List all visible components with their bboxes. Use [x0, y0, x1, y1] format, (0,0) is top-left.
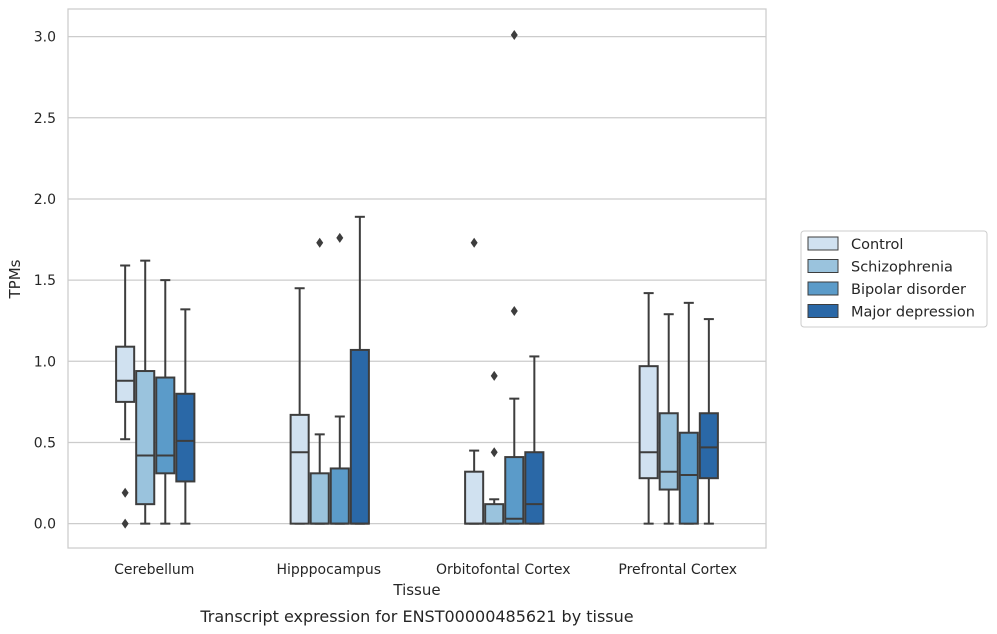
box-body: [464, 470, 485, 525]
box-body: [155, 376, 176, 475]
box-major-depression: [349, 215, 370, 525]
box-major-depression: [524, 355, 545, 525]
box-bipolar-disorder: [329, 232, 350, 525]
outlier-point: [121, 487, 129, 498]
box-schizophrenia: [135, 259, 156, 525]
box-body: [349, 348, 370, 525]
box-bipolar-disorder: [155, 279, 176, 525]
box-body: [484, 503, 505, 525]
box-schizophrenia: [309, 237, 330, 525]
x-tick-label: Cerebellum: [114, 562, 194, 578]
y-axis-ticks: 0.0 0.5 1.0 1.5 2.0 2.5 3.0: [34, 30, 56, 533]
box-series: [115, 29, 719, 529]
y-tick-label: 1.5: [34, 273, 56, 289]
y-tick-label: 1.0: [34, 354, 56, 370]
box-control: [464, 237, 485, 525]
y-tick-label: 0.5: [34, 435, 56, 451]
x-axis-label: Tissue: [392, 581, 440, 599]
box-body: [698, 412, 719, 480]
legend-label: Control: [851, 237, 903, 253]
box-body: [309, 472, 330, 525]
box-control: [638, 292, 659, 525]
legend-swatch: [807, 304, 839, 318]
y-axis-label: TPMs: [6, 259, 24, 299]
x-tick-label: Hipppocampus: [276, 562, 381, 578]
box-body: [329, 467, 350, 525]
x-axis-ticks: Cerebellum Hipppocampus Orbitofontal Corte…: [114, 562, 737, 578]
outlier-point: [510, 305, 518, 316]
box-control: [115, 264, 136, 529]
legend-swatch: [807, 236, 839, 251]
y-tick-label: 0.0: [34, 517, 56, 533]
box-body: [524, 451, 545, 525]
y-tick-label: 2.0: [34, 192, 56, 208]
box-body: [638, 365, 659, 480]
legend-swatch: [807, 259, 839, 273]
y-tick-label: 2.5: [34, 111, 56, 127]
y-tick-label: 3.0: [34, 30, 56, 46]
box-control: [289, 287, 310, 525]
legend: Control Schizophrenia Bipolar disorder Majo…: [800, 230, 988, 328]
outlier-point: [470, 237, 478, 248]
box-body: [135, 370, 156, 506]
box-body: [289, 413, 310, 525]
legend-frame: [800, 230, 988, 328]
chart-caption: Transcript expression for ENST0000048562…: [199, 607, 633, 626]
x-tick-label: Orbitofontal Cortex: [436, 562, 571, 578]
box-schizophrenia: [484, 370, 505, 525]
box-body: [115, 345, 136, 403]
x-tick-label: Prefrontal Cortex: [618, 562, 737, 578]
outlier-point: [490, 370, 498, 381]
outlier-point: [336, 232, 344, 243]
box-major-depression: [698, 318, 719, 525]
box-body: [658, 412, 679, 491]
box-schizophrenia: [658, 313, 679, 525]
box-body: [504, 456, 525, 525]
legend-label: Schizophrenia: [851, 260, 953, 276]
outlier-point: [490, 447, 498, 458]
legend-label: Bipolar disorder: [851, 282, 966, 298]
box-bipolar-disorder: [504, 29, 525, 525]
box-major-depression: [175, 308, 196, 525]
outlier-point: [121, 518, 129, 529]
box-bipolar-disorder: [678, 301, 699, 525]
plot-frame: [67, 8, 767, 549]
outlier-point: [316, 237, 324, 248]
box-body: [678, 431, 699, 525]
legend-label: Major depression: [851, 305, 975, 321]
legend-swatch: [807, 281, 839, 296]
outlier-point: [510, 29, 518, 40]
box-body: [175, 392, 196, 483]
